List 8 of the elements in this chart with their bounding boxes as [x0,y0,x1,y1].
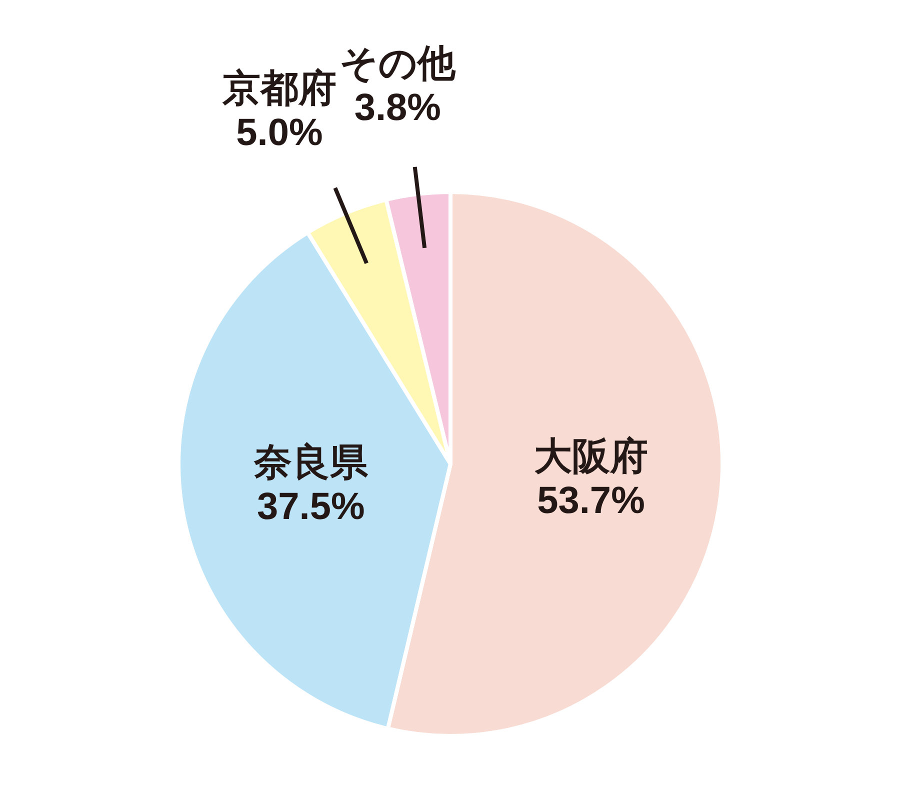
slice-label: 京都府 [221,67,336,110]
data-label: 53.7% [537,480,645,522]
data-label: 37.5% [256,486,365,528]
slice-label: 奈良県 [252,442,369,484]
slice-label: 大阪府 [534,434,648,478]
data-label: 5.0% [236,112,323,154]
slice-label: その他 [340,43,457,85]
data-label: 3.8% [354,87,441,129]
